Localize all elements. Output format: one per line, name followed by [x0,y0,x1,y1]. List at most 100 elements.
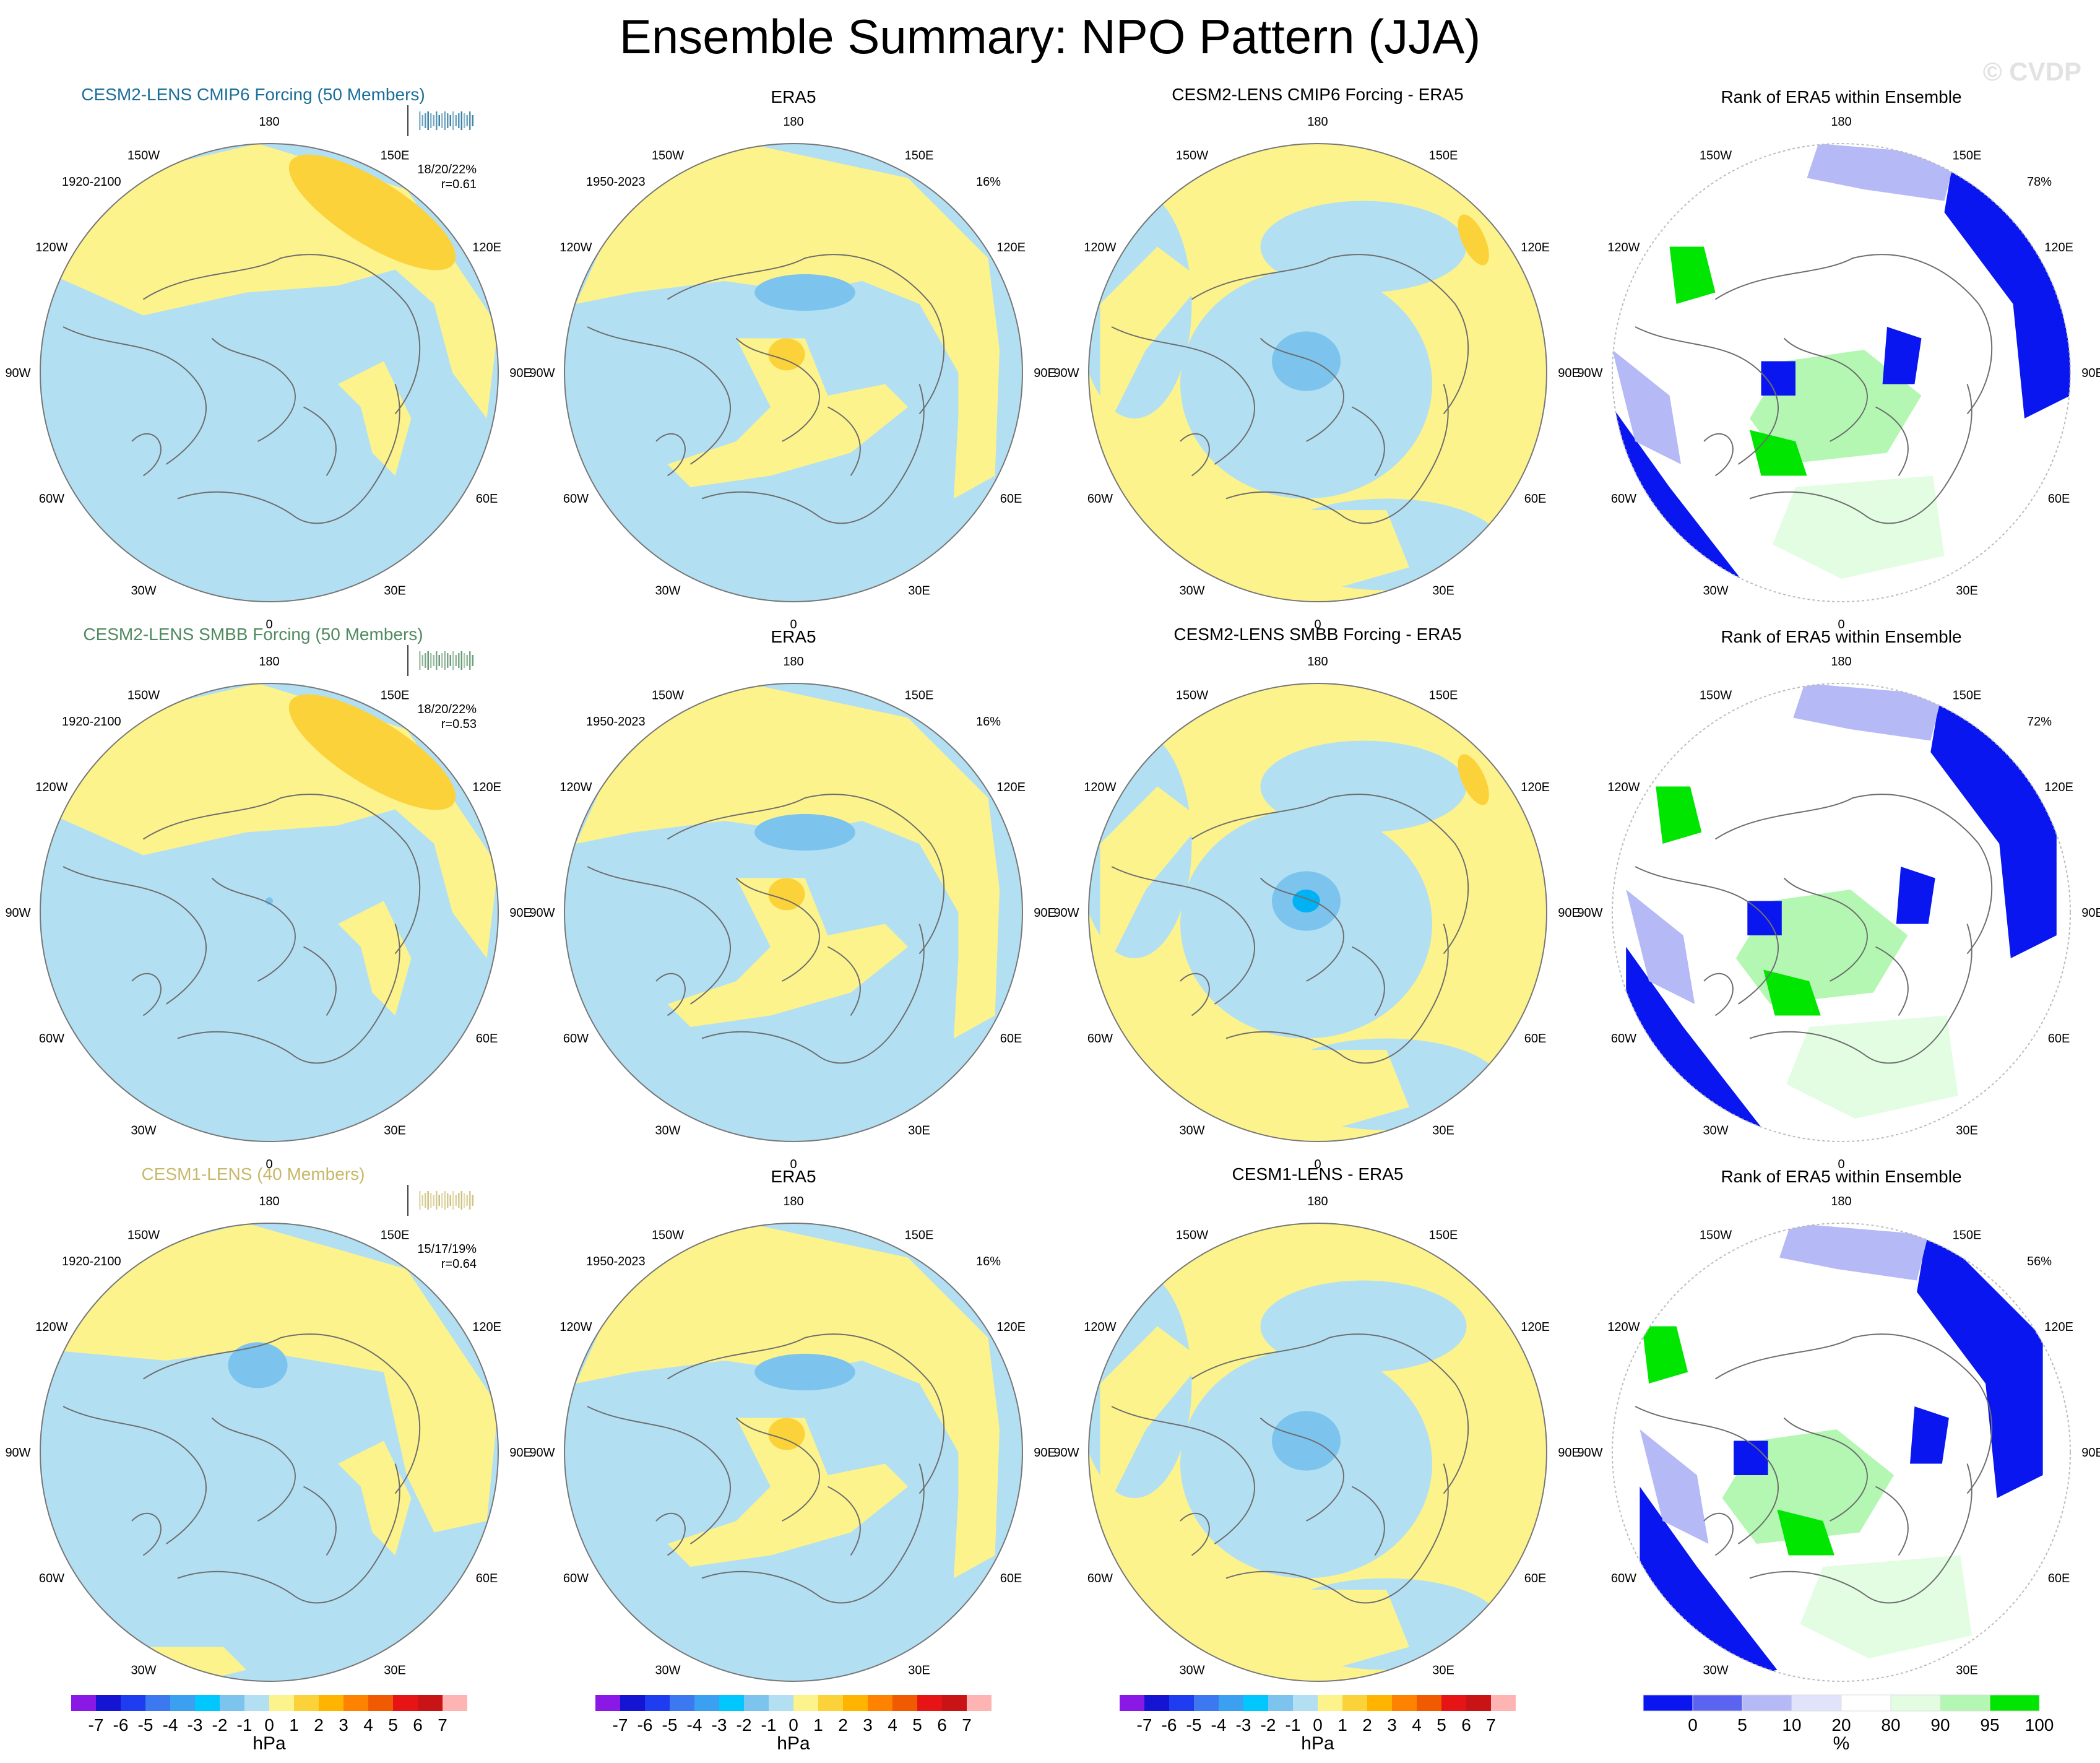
rank-region [1763,969,1821,1016]
colorbar-swatch [1120,1695,1144,1711]
lon-label: 150E [381,688,410,702]
lon-label: 30E [1432,1664,1454,1678]
map-boundary [40,683,499,1142]
coastline [1703,1512,1734,1556]
ensemble-member-tick [438,1195,440,1206]
coastline [1111,326,1255,465]
ensemble-member-tick [449,115,451,126]
strong-negative-region [1272,331,1341,391]
colorbar-2: -7 -6 -5 -4 -3 -2 -1 0 1 2 3 4 5 6 7 hPa [595,1695,992,1754]
colorbar-tick-label: 7 [1486,1715,1496,1735]
coastline [1352,1486,1385,1556]
ensemble-member-tick [472,1195,473,1206]
colorbar-tick-label: 5 [388,1715,398,1735]
ensemble-member-tick [436,111,438,130]
lon-label: 120E [1521,241,1550,254]
lon-label: 150E [381,1228,410,1242]
coastline [735,877,820,982]
ensemble-member-tick [430,653,432,668]
colorbar-tick-label: -2 [1261,1715,1276,1735]
lon-label: 120W [1084,1320,1116,1334]
coastline [142,794,421,955]
ensemble-member-tick [458,653,460,668]
colorbar-unit: hPa [777,1733,810,1754]
map-panel-r3-c2: 180150E120E90E60E30E030W60W90W120W150WER… [529,1167,1055,1711]
ensemble-member-tick [436,651,438,670]
strong-positive-region [768,338,805,371]
lon-label: 30W [1703,1664,1728,1678]
coastline [1225,924,1449,1064]
lon-label: 150E [1429,688,1458,702]
map-fill [1612,1223,2070,1681]
ensemble-member-tick [469,651,471,670]
lon-label: 30E [384,1664,406,1678]
lon-label: 150E [381,149,410,162]
colorbar-3: -7 -6 -5 -4 -3 -2 -1 0 1 2 3 4 5 6 7 hPa [1120,1695,1516,1754]
colorbar-tick-label: -1 [761,1715,777,1735]
map-panel-r1-c2: 180 150E 120E 90E 60E 30E 0 30W 60W 90W 120W 150W ER… [529,87,1055,631]
lon-label: 150E [1429,1228,1458,1242]
coastline [735,337,820,442]
coastline [303,1486,337,1556]
lon-label: 150W [127,1228,160,1242]
lon-label: 60W [1611,1572,1636,1585]
lon-label: 60W [39,492,64,506]
map-boundary [1088,143,1547,602]
lon-label: 180 [1307,115,1328,129]
colorbar-swatch [269,1695,294,1711]
lon-label: 180 [1831,1195,1851,1208]
coastline [667,1333,945,1494]
lon-label: 150W [652,149,684,162]
colorbar-tick-label: 6 [937,1715,947,1735]
colorbar-tick-label: -3 [188,1715,203,1735]
colorbar-tick-label: 2 [1362,1715,1372,1735]
ensemble-member-tick [433,115,434,126]
map-fill [40,144,498,602]
rank-region [1800,1555,1972,1658]
colorbar-swatch [1491,1695,1516,1711]
ensemble-member-tick [425,1193,426,1208]
panel-title: Rank of ERA5 within Ensemble [1721,627,1961,646]
lon-label: 30E [384,1124,406,1138]
map-panel-r3-c1: 180150E120E90E60E30E030W60W90W120W150WCE… [5,1164,531,1711]
ensemble-member-tick [469,1191,471,1210]
coastline [1635,866,1779,1005]
colorbar-tick-label: -3 [712,1715,727,1735]
rank-region [1793,683,1942,741]
colorbar-tick-label: 4 [1412,1715,1422,1735]
coastline [1225,384,1449,524]
watermark: © CVDP [1982,57,2081,86]
colorbar-tick-label: 6 [413,1715,423,1735]
colorbar-tick-label: -4 [163,1715,178,1735]
lon-label: 120W [560,1320,592,1334]
colorbar-swatch [1144,1695,1169,1711]
lon-label: 150W [652,688,684,702]
negative-anomaly-region [1260,201,1467,293]
colorbar-swatch [1791,1694,1842,1712]
ensemble-member-tick [452,1191,454,1210]
coastline [1749,924,1973,1064]
ensemble-member-tick [452,651,454,670]
coastline [63,866,207,1005]
rank-region [1656,786,1702,844]
colorbar-swatch [368,1695,393,1711]
strong-negative-region [1292,890,1320,912]
colorbar-tick-label: 4 [363,1715,373,1735]
panel-title: CESM2-LENS SMBB Forcing - ERA5 [1173,625,1461,644]
lon-label: 90W [1577,906,1602,920]
variance-label: 18/20/22% [417,703,477,716]
map-panel-r3-c3: 180150E120E90E60E30E030W60W90W120W150WCE… [1053,1164,1579,1711]
correlation-label: r=0.64 [441,1257,477,1271]
lon-label: 150W [1700,149,1732,162]
strong-positive-region [1458,214,1489,266]
lon-label: 90E [1034,1446,1056,1460]
lon-label: 30W [1179,1664,1204,1678]
lon-label: 30E [908,1664,930,1678]
ensemble-member-tick [447,653,449,668]
rank-region [1642,1326,1688,1384]
rank-percent-label: 56% [2027,1255,2052,1268]
ensemble-member-tick [425,113,426,128]
lon-label: 90W [529,366,555,380]
colorbar-swatch [1169,1695,1194,1711]
lon-label: 30E [1432,584,1454,598]
